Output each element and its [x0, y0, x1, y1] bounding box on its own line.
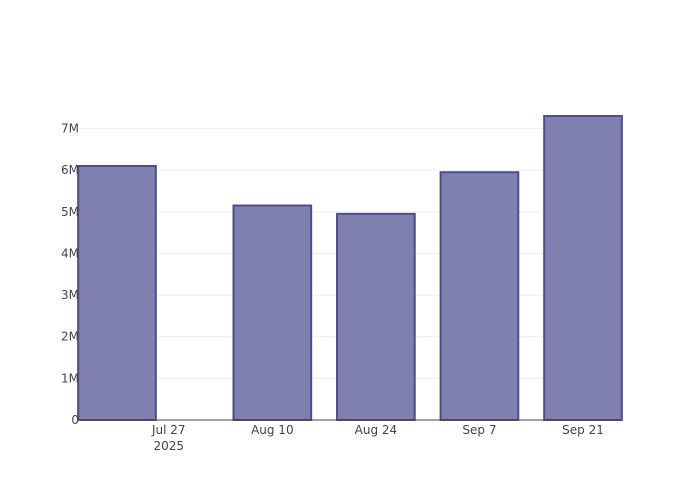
y-tick-label: 1M	[61, 371, 79, 385]
x-tick-year-label: 2025	[153, 439, 184, 453]
y-tick-label: 0	[71, 413, 79, 427]
y-tick-label: 2M	[61, 330, 79, 344]
y-tick-label: 5M	[61, 205, 79, 219]
bar-2025-08-10	[232, 204, 313, 421]
y-tick-labels: 0 1M 2M 3M 4M 5M 6M 7M	[61, 121, 79, 427]
bar-2025-08-24	[336, 212, 416, 421]
y-tick-label: 7M	[61, 121, 79, 135]
y-tick-label: 4M	[61, 246, 79, 260]
bar-2025-09-21	[543, 115, 623, 421]
bar-2025-07-20	[77, 164, 157, 421]
bar-2025-09-07	[439, 171, 520, 421]
y-tick-label: 6M	[61, 163, 79, 177]
x-tick-label: Sep 21	[562, 423, 604, 437]
y-tick-label: 3M	[61, 288, 79, 302]
x-tick-label: Aug 24	[355, 423, 398, 437]
x-tick-label: Sep 7	[462, 423, 496, 437]
x-tick-labels: Jul 27 2025 Aug 10 Aug 24 Sep 7 Sep 21	[151, 423, 604, 453]
bars	[77, 115, 623, 421]
x-tick-label: Jul 27	[151, 423, 186, 437]
x-tick-label: Aug 10	[251, 423, 294, 437]
